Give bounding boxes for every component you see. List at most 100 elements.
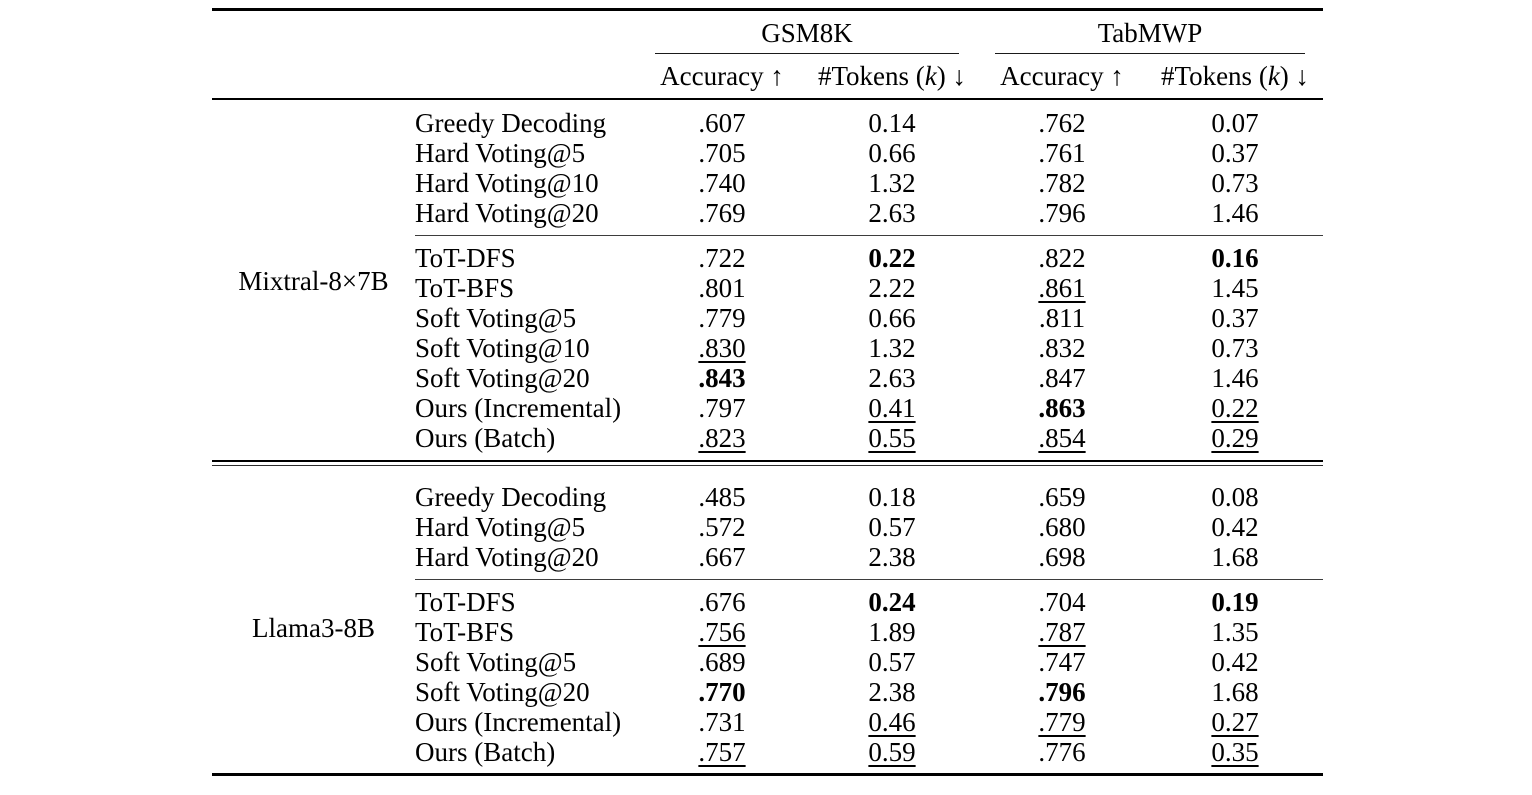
sub-header-tokens-tabmwp: #Tokens (k) ↓ — [1147, 54, 1324, 100]
tokens-label-suffix: ) ↓ — [936, 60, 967, 91]
value-cell: .757 — [637, 737, 807, 775]
value-cell: .832 — [977, 333, 1147, 363]
value-cell: .689 — [637, 647, 807, 677]
value-text: 0.57 — [868, 512, 916, 542]
value-cell: 1.46 — [1147, 363, 1323, 393]
table-row: Ours (Batch) .757 0.59 .776 0.35 — [212, 737, 1323, 775]
value-cell: .811 — [977, 303, 1147, 333]
value-text: 0.37 — [1211, 303, 1259, 333]
value-text: 0.42 — [1211, 512, 1259, 542]
value-cell: .769 — [637, 198, 807, 236]
value-text: .811 — [1038, 303, 1086, 333]
value-text: 2.63 — [868, 198, 916, 228]
value-text: 1.45 — [1211, 273, 1259, 303]
value-text: 0.57 — [868, 647, 916, 677]
table-row: ToT-DFS .722 0.22 .822 0.16 — [212, 235, 1324, 273]
tokens-k-italic: k — [924, 60, 937, 91]
method-label: Hard Voting@10 — [415, 168, 599, 198]
table-row: Llama3-8B Greedy Decoding .485 0.18 .659 0.08 — [212, 474, 1323, 642]
method-label: Hard Voting@5 — [415, 138, 586, 168]
value-text: .731 — [698, 707, 746, 737]
value-text: 0.73 — [1211, 333, 1259, 363]
value-cell: .667 — [637, 542, 807, 580]
method-label: Greedy Decoding — [415, 108, 607, 138]
value-cell: 0.66 — [807, 303, 977, 333]
table-body: Mixtral-8×7B Greedy Decoding .607 0.14 .762 0… — [212, 99, 1324, 775]
value-text: .756 — [698, 617, 746, 647]
method-label: ToT-BFS — [415, 273, 515, 303]
accuracy-label: Accuracy ↑ — [660, 60, 784, 91]
method-label: Soft Voting@20 — [415, 363, 590, 393]
value-text: .863 — [1038, 393, 1086, 423]
value-text: .823 — [698, 423, 746, 453]
value-text: 0.35 — [1211, 737, 1259, 767]
value-cell: 1.89 — [807, 617, 977, 647]
value-text: 0.73 — [1211, 168, 1259, 198]
value-text: 0.66 — [868, 138, 916, 168]
table-header: GSM8K TabMWP Accuracy ↑ #Tokens (k) ↓ Ac… — [212, 9, 1324, 100]
value-text: 0.14 — [868, 108, 916, 138]
value-cell: 0.73 — [1147, 168, 1323, 198]
value-text: .796 — [1038, 677, 1086, 707]
value-cell: 0.66 — [807, 138, 977, 168]
table-row: ToT-BFS .756 1.89 .787 1.35 — [212, 617, 1323, 647]
value-text: 0.29 — [1211, 423, 1259, 453]
value-text: 0.22 — [868, 243, 916, 273]
value-cell: .797 — [637, 393, 807, 423]
table-row: Soft Voting@5 .689 0.57 .747 0.42 — [212, 647, 1323, 677]
value-text: .572 — [698, 512, 746, 542]
value-cell: 1.35 — [1147, 617, 1323, 647]
value-cell: .787 — [977, 617, 1147, 647]
value-text: .485 — [698, 482, 746, 512]
table-row: Soft Voting@10 .830 1.32 .832 0.73 — [212, 333, 1323, 363]
value-cell: 0.41 — [807, 393, 977, 423]
tokens-label-prefix: #Tokens ( — [1160, 60, 1268, 91]
value-text: 0.59 — [868, 737, 916, 767]
value-cell: 1.45 — [1147, 273, 1323, 303]
value-cell: .823 — [637, 423, 807, 453]
value-text: 0.66 — [868, 303, 916, 333]
value-text: 0.22 — [1211, 393, 1259, 423]
group-label-tabmwp: TabMWP — [995, 11, 1306, 54]
value-text: .698 — [1038, 542, 1086, 572]
value-cell: .863 — [977, 393, 1147, 423]
value-text: .782 — [1038, 168, 1086, 198]
value-text: 2.38 — [868, 542, 916, 572]
value-cell: .796 — [977, 677, 1147, 707]
method-label: Greedy Decoding — [415, 482, 607, 512]
method-label: Hard Voting@5 — [415, 512, 586, 542]
method-label: Soft Voting@5 — [415, 647, 577, 677]
table-row: Soft Voting@5 .779 0.66 .811 0.37 — [212, 303, 1323, 333]
value-cell: .485 — [637, 474, 807, 512]
value-cell: 2.63 — [807, 198, 977, 236]
method-label: ToT-DFS — [415, 579, 637, 617]
tokens-label-suffix: ) ↓ — [1279, 60, 1310, 91]
method-label: Soft Voting@20 — [415, 677, 590, 707]
value-text: .705 — [698, 138, 746, 168]
value-text: 1.68 — [1211, 542, 1259, 572]
value-cell: 0.37 — [1147, 303, 1323, 333]
value-cell: .761 — [977, 138, 1147, 168]
method-label: Soft Voting@5 — [415, 303, 577, 333]
table-row: Soft Voting@20 .843 2.63 .847 1.46 — [212, 363, 1323, 393]
value-cell: .705 — [637, 138, 807, 168]
value-cell: 0.73 — [1147, 333, 1323, 363]
value-cell: 0.14 — [807, 99, 977, 138]
value-text: 1.68 — [1211, 677, 1259, 707]
value-cell: .770 — [637, 677, 807, 707]
value-cell: .779 — [637, 303, 807, 333]
value-cell: .796 — [977, 198, 1147, 236]
value-text: .667 — [698, 542, 746, 572]
value-cell: 0.42 — [1147, 647, 1323, 677]
value-cell: 0.22 — [1147, 393, 1323, 423]
value-text: .747 — [1038, 647, 1086, 677]
value-text: .757 — [698, 737, 746, 767]
table-row: Ours (Incremental) .797 0.41 .863 0.22 — [212, 393, 1323, 423]
table-row: Ours (Incremental) .731 0.46 .779 0.27 — [212, 707, 1323, 737]
value-cell: 0.37 — [1147, 138, 1323, 168]
value-cell: 0.46 — [807, 707, 977, 737]
value-cell: 1.68 — [1147, 542, 1323, 580]
value-text: .722 — [698, 243, 746, 273]
value-text: 2.22 — [868, 273, 916, 303]
sub-header-accuracy-gsm8k: Accuracy ↑ — [637, 54, 807, 100]
